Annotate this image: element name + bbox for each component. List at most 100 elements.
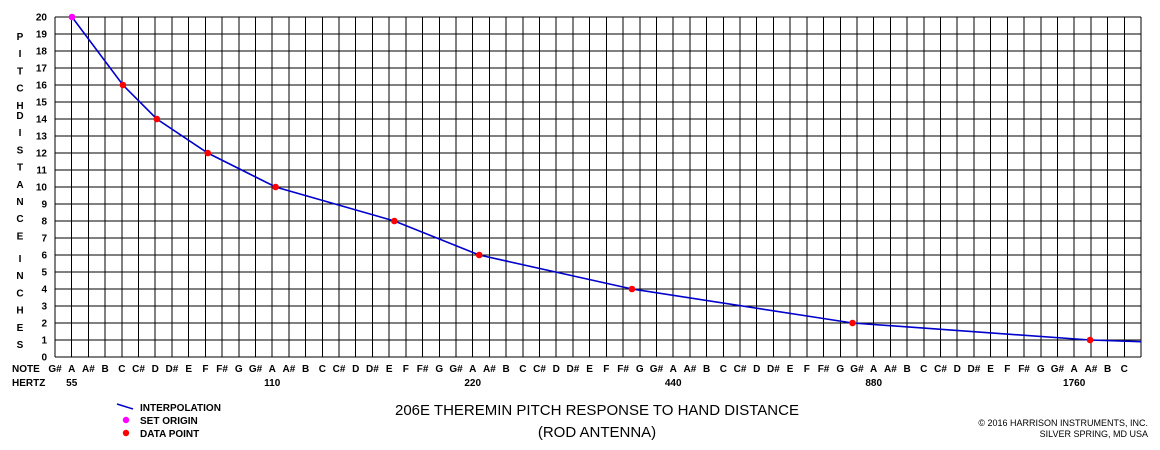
y-tick-label: 14 xyxy=(36,115,48,126)
note-label: B xyxy=(1104,364,1111,375)
grid xyxy=(54,16,1142,358)
hertz-label: 440 xyxy=(665,378,682,389)
legend-data-point-label: DATA POINT xyxy=(140,429,199,440)
data-point xyxy=(391,217,398,225)
y-tick-label: 18 xyxy=(36,47,48,58)
note-label: C xyxy=(319,364,326,375)
legend: INTERPOLATION SET ORIGIN DATA POINT xyxy=(116,403,221,440)
note-label: G xyxy=(836,364,844,375)
note-label: D xyxy=(152,364,159,375)
y-tick-label: 17 xyxy=(36,64,48,75)
note-label: C# xyxy=(533,364,546,375)
y-axis-label-letter: D xyxy=(16,111,23,122)
hertz-label: 55 xyxy=(66,378,78,389)
note-label: E xyxy=(586,364,593,375)
hertz-label: 1760 xyxy=(1063,378,1086,389)
y-axis-label-letter: I xyxy=(19,49,22,60)
y-tick-label: 16 xyxy=(36,81,48,92)
data-point xyxy=(849,319,856,327)
note-label: F xyxy=(603,364,609,375)
note-label: A# xyxy=(683,364,696,375)
note-label: A# xyxy=(283,364,296,375)
legend-set-origin-label: SET ORIGIN xyxy=(140,416,198,427)
note-label: C# xyxy=(934,364,947,375)
note-label: G xyxy=(1037,364,1045,375)
note-label: A xyxy=(870,364,877,375)
note-label: C# xyxy=(333,364,346,375)
y-axis-label-letter: I xyxy=(19,128,22,139)
y-tick-label: 2 xyxy=(41,319,47,330)
y-axis-label-letter: T xyxy=(17,66,23,77)
note-label: E xyxy=(787,364,794,375)
y-tick-label: 0 xyxy=(41,353,47,364)
y-axis-label-letter: C xyxy=(16,84,23,95)
note-label: D# xyxy=(767,364,780,375)
note-label: G xyxy=(636,364,644,375)
note-row-label: NOTE xyxy=(12,364,40,375)
note-label: G# xyxy=(449,364,463,375)
y-tick-label: 13 xyxy=(36,132,48,143)
note-label: C# xyxy=(132,364,145,375)
note-label: G# xyxy=(850,364,864,375)
credit-line-2: SILVER SPRING, MD USA xyxy=(1040,429,1148,439)
note-label: F xyxy=(403,364,409,375)
data-point xyxy=(153,115,161,123)
note-label: E xyxy=(987,364,994,375)
hertz-label: 880 xyxy=(865,378,882,389)
y-tick-label: 4 xyxy=(41,285,47,296)
note-label: F xyxy=(202,364,208,375)
note-label: B xyxy=(302,364,309,375)
note-label: G# xyxy=(1051,364,1065,375)
y-axis-label-letter: H xyxy=(16,306,23,317)
note-label: G# xyxy=(249,364,263,375)
y-axis-label-letter: P xyxy=(17,32,24,43)
note-label: G# xyxy=(650,364,664,375)
legend-interpolation-swatch xyxy=(116,403,134,410)
data-point xyxy=(119,81,127,89)
note-label: A xyxy=(469,364,476,375)
data-point xyxy=(272,183,279,191)
chart-title: 206E THEREMIN PITCH RESPONSE TO HAND DIS… xyxy=(395,402,799,419)
note-label: D xyxy=(553,364,560,375)
note-label: F# xyxy=(617,364,629,375)
y-tick-label: 9 xyxy=(41,200,47,211)
note-label: D xyxy=(954,364,961,375)
hertz-row: 55 110 220 440 880 1760 xyxy=(66,378,1086,389)
y-tick-label: 3 xyxy=(41,302,47,313)
note-label: E xyxy=(386,364,393,375)
note-label: D# xyxy=(567,364,580,375)
y-tick-label: 20 xyxy=(36,13,48,24)
y-tick-label: 12 xyxy=(36,149,48,160)
note-label: G xyxy=(435,364,443,375)
y-axis-label-letter: E xyxy=(17,231,24,242)
note-label: A# xyxy=(483,364,496,375)
y-axis-label-letter: C xyxy=(16,214,23,225)
data-point xyxy=(628,285,636,293)
note-label: D xyxy=(753,364,760,375)
note-label: F xyxy=(1004,364,1010,375)
note-label: D# xyxy=(166,364,179,375)
y-axis-label-letter: E xyxy=(17,323,24,334)
note-label: G xyxy=(235,364,243,375)
y-axis-label-letter: S xyxy=(17,145,24,156)
note-label: D# xyxy=(366,364,379,375)
note-label: F xyxy=(804,364,810,375)
y-axis-label-letter: C xyxy=(16,288,23,299)
y-axis-label-letter: N xyxy=(16,197,23,208)
y-axis-label-letter: H xyxy=(16,101,23,112)
y-tick-label: 7 xyxy=(41,234,47,245)
hertz-label: 220 xyxy=(464,378,481,389)
data-point xyxy=(204,149,212,157)
set-origin-point xyxy=(68,13,76,21)
note-label: A# xyxy=(82,364,95,375)
legend-data-point-swatch xyxy=(122,429,130,437)
y-tick-label: 8 xyxy=(41,217,47,228)
note-label: B xyxy=(102,364,109,375)
y-tick-label: 5 xyxy=(41,268,47,279)
note-label: A# xyxy=(884,364,897,375)
note-label: A xyxy=(670,364,677,375)
legend-interpolation-label: INTERPOLATION xyxy=(140,403,221,414)
note-label: A# xyxy=(1084,364,1097,375)
note-label: D# xyxy=(968,364,981,375)
